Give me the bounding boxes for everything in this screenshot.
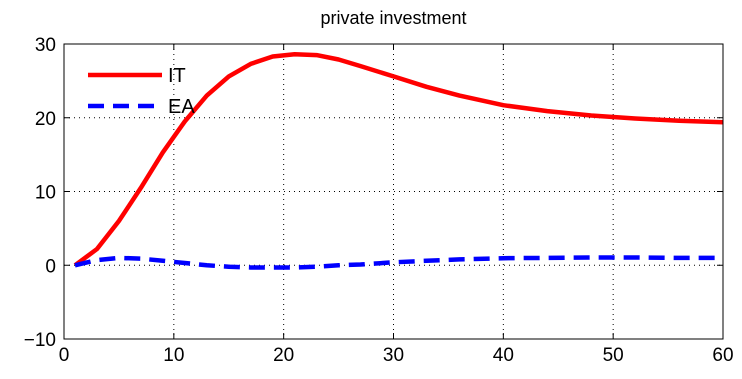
x-tick-label: 20 xyxy=(273,345,294,366)
y-tick-label: 10 xyxy=(35,183,56,204)
grid-lines xyxy=(64,44,723,339)
series-line-it xyxy=(73,52,724,268)
legend-label-it: IT xyxy=(168,65,186,87)
legend-label-ea: EA xyxy=(168,96,195,118)
x-tick-label: 40 xyxy=(493,345,514,366)
x-tick-label: 60 xyxy=(712,345,733,366)
x-tick-label: 30 xyxy=(383,345,404,366)
y-tick-label: −10 xyxy=(24,330,56,351)
y-tick-label: 0 xyxy=(45,256,56,277)
series-line-ea xyxy=(74,255,723,270)
x-tick-label: 0 xyxy=(59,345,70,366)
tick-marks xyxy=(63,43,724,340)
x-tick-label: 50 xyxy=(603,345,624,366)
x-tick-label: 10 xyxy=(163,345,184,366)
series-layer xyxy=(73,52,724,270)
legend: IT EA xyxy=(88,65,195,118)
y-tick-label: 20 xyxy=(35,109,56,130)
y-tick-label: 30 xyxy=(35,35,56,56)
chart-title: private investment xyxy=(320,8,466,28)
